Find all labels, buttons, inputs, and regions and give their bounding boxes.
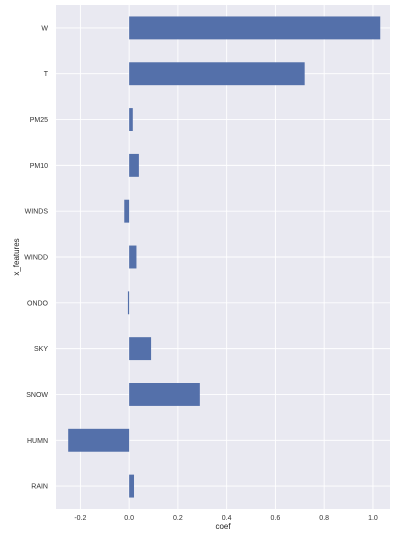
x-tick-label: 0.6 xyxy=(271,515,281,522)
bar-t xyxy=(129,62,305,86)
bar-rain xyxy=(129,474,135,498)
y-tick-label: WINDS xyxy=(25,209,49,216)
y-tick-label: WINDD xyxy=(24,255,48,262)
y-tick-labels: W T PM25 PM10 WINDS WINDD ONDO SKY SNOW HUMN RAIN xyxy=(24,25,48,490)
y-tick-label: T xyxy=(44,71,49,78)
y-axis-label: x_features xyxy=(12,238,21,275)
y-tick-label: SNOW xyxy=(26,392,48,399)
bar-snow xyxy=(129,383,200,406)
bar-pm10 xyxy=(129,153,139,177)
x-tick-label: 0.8 xyxy=(319,515,329,522)
x-tick-label: 0.2 xyxy=(173,515,183,522)
x-tick-label: 0.4 xyxy=(222,515,232,522)
y-tick-label: SKY xyxy=(34,346,48,353)
bar-w xyxy=(129,16,381,40)
bar-humn xyxy=(68,428,130,452)
y-tick-label: HUMN xyxy=(27,438,48,445)
x-axis-label: coef xyxy=(215,522,231,531)
y-tick-label: ONDO xyxy=(27,300,49,307)
y-tick-label: PM25 xyxy=(30,117,48,124)
y-tick-label: RAIN xyxy=(31,484,48,491)
bar-ondo xyxy=(127,291,130,315)
x-tick-label: -0.2 xyxy=(74,515,86,522)
bar-windd xyxy=(129,245,137,269)
y-tick-label: PM10 xyxy=(30,163,48,170)
bar-winds xyxy=(124,199,130,223)
bar-pm25 xyxy=(129,108,133,131)
bars xyxy=(68,16,381,498)
bar-sky xyxy=(129,337,152,361)
x-tick-label: 1.0 xyxy=(368,515,378,522)
x-tick-label: 0.0 xyxy=(124,515,134,522)
y-tick-label: W xyxy=(41,25,48,32)
x-tick-labels: -0.2 0.0 0.2 0.4 0.6 0.8 1.0 xyxy=(74,515,378,522)
